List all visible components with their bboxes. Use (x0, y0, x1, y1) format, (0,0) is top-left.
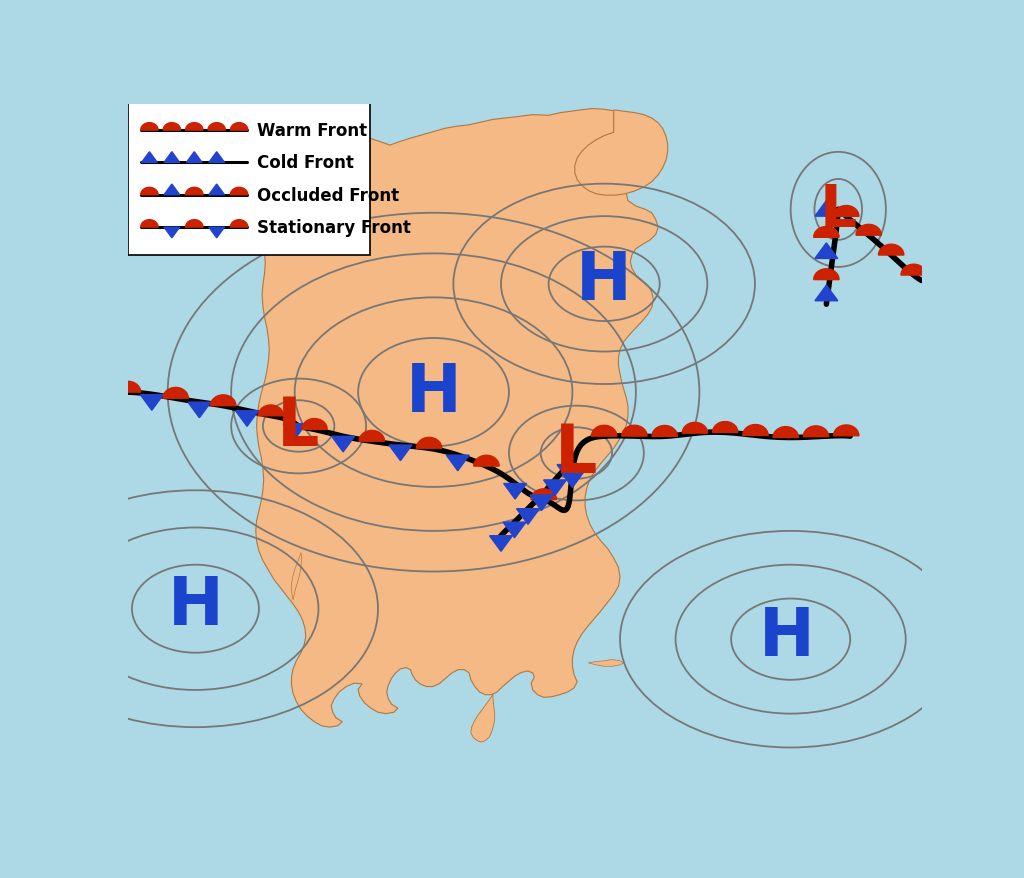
Polygon shape (815, 201, 838, 217)
Polygon shape (302, 419, 328, 430)
Polygon shape (185, 220, 203, 227)
Polygon shape (230, 188, 248, 196)
Polygon shape (815, 243, 838, 259)
FancyBboxPatch shape (128, 104, 370, 255)
Polygon shape (292, 553, 302, 601)
Text: Warm Front: Warm Front (257, 122, 368, 140)
Text: H: H (577, 248, 632, 314)
Polygon shape (332, 437, 354, 452)
Text: L: L (555, 421, 598, 486)
Polygon shape (140, 395, 163, 411)
Polygon shape (164, 153, 179, 163)
Polygon shape (516, 509, 540, 525)
Polygon shape (474, 456, 499, 466)
Polygon shape (652, 426, 677, 436)
Polygon shape (504, 484, 526, 500)
Polygon shape (230, 124, 248, 131)
Polygon shape (446, 456, 469, 471)
Polygon shape (209, 185, 224, 196)
Text: H: H (168, 572, 223, 638)
Text: Occluded Front: Occluded Front (257, 186, 399, 205)
Text: L: L (819, 182, 857, 239)
Polygon shape (389, 445, 412, 461)
Polygon shape (592, 426, 616, 436)
Polygon shape (773, 427, 799, 438)
Polygon shape (284, 424, 306, 440)
Polygon shape (713, 422, 738, 433)
Polygon shape (815, 286, 838, 301)
Polygon shape (417, 438, 441, 449)
Polygon shape (230, 220, 248, 227)
Polygon shape (856, 225, 882, 236)
Polygon shape (164, 227, 179, 239)
Polygon shape (879, 245, 904, 255)
Polygon shape (814, 227, 839, 238)
Polygon shape (561, 472, 584, 488)
Polygon shape (622, 426, 647, 436)
Polygon shape (163, 124, 180, 131)
Polygon shape (544, 480, 566, 496)
Polygon shape (236, 411, 258, 427)
Polygon shape (489, 536, 512, 551)
Text: Cold Front: Cold Front (257, 155, 354, 172)
Polygon shape (140, 220, 158, 227)
Polygon shape (574, 111, 668, 196)
Polygon shape (503, 522, 526, 538)
Polygon shape (207, 169, 251, 193)
Polygon shape (209, 227, 224, 239)
Polygon shape (116, 382, 140, 392)
Polygon shape (803, 427, 828, 437)
Polygon shape (141, 153, 158, 163)
Polygon shape (742, 425, 768, 435)
Text: H: H (759, 603, 814, 669)
Polygon shape (185, 124, 203, 131)
Polygon shape (682, 423, 708, 434)
Polygon shape (557, 465, 580, 480)
Text: H: H (406, 360, 462, 426)
Text: Stationary Front: Stationary Front (257, 219, 412, 237)
Polygon shape (588, 659, 624, 666)
Polygon shape (185, 188, 203, 196)
Polygon shape (186, 153, 202, 163)
Polygon shape (471, 694, 495, 742)
Polygon shape (209, 153, 224, 163)
Polygon shape (188, 403, 211, 418)
Polygon shape (251, 109, 662, 727)
Polygon shape (531, 489, 556, 500)
Polygon shape (211, 395, 236, 407)
Polygon shape (814, 270, 839, 280)
Polygon shape (834, 206, 859, 217)
Polygon shape (258, 406, 284, 416)
Polygon shape (140, 124, 158, 131)
Polygon shape (164, 185, 179, 196)
Polygon shape (530, 495, 553, 511)
Text: L: L (278, 393, 319, 459)
Polygon shape (163, 388, 188, 399)
Polygon shape (208, 124, 225, 131)
Polygon shape (140, 188, 158, 196)
Polygon shape (901, 265, 927, 276)
Polygon shape (359, 431, 384, 442)
Polygon shape (834, 426, 859, 436)
